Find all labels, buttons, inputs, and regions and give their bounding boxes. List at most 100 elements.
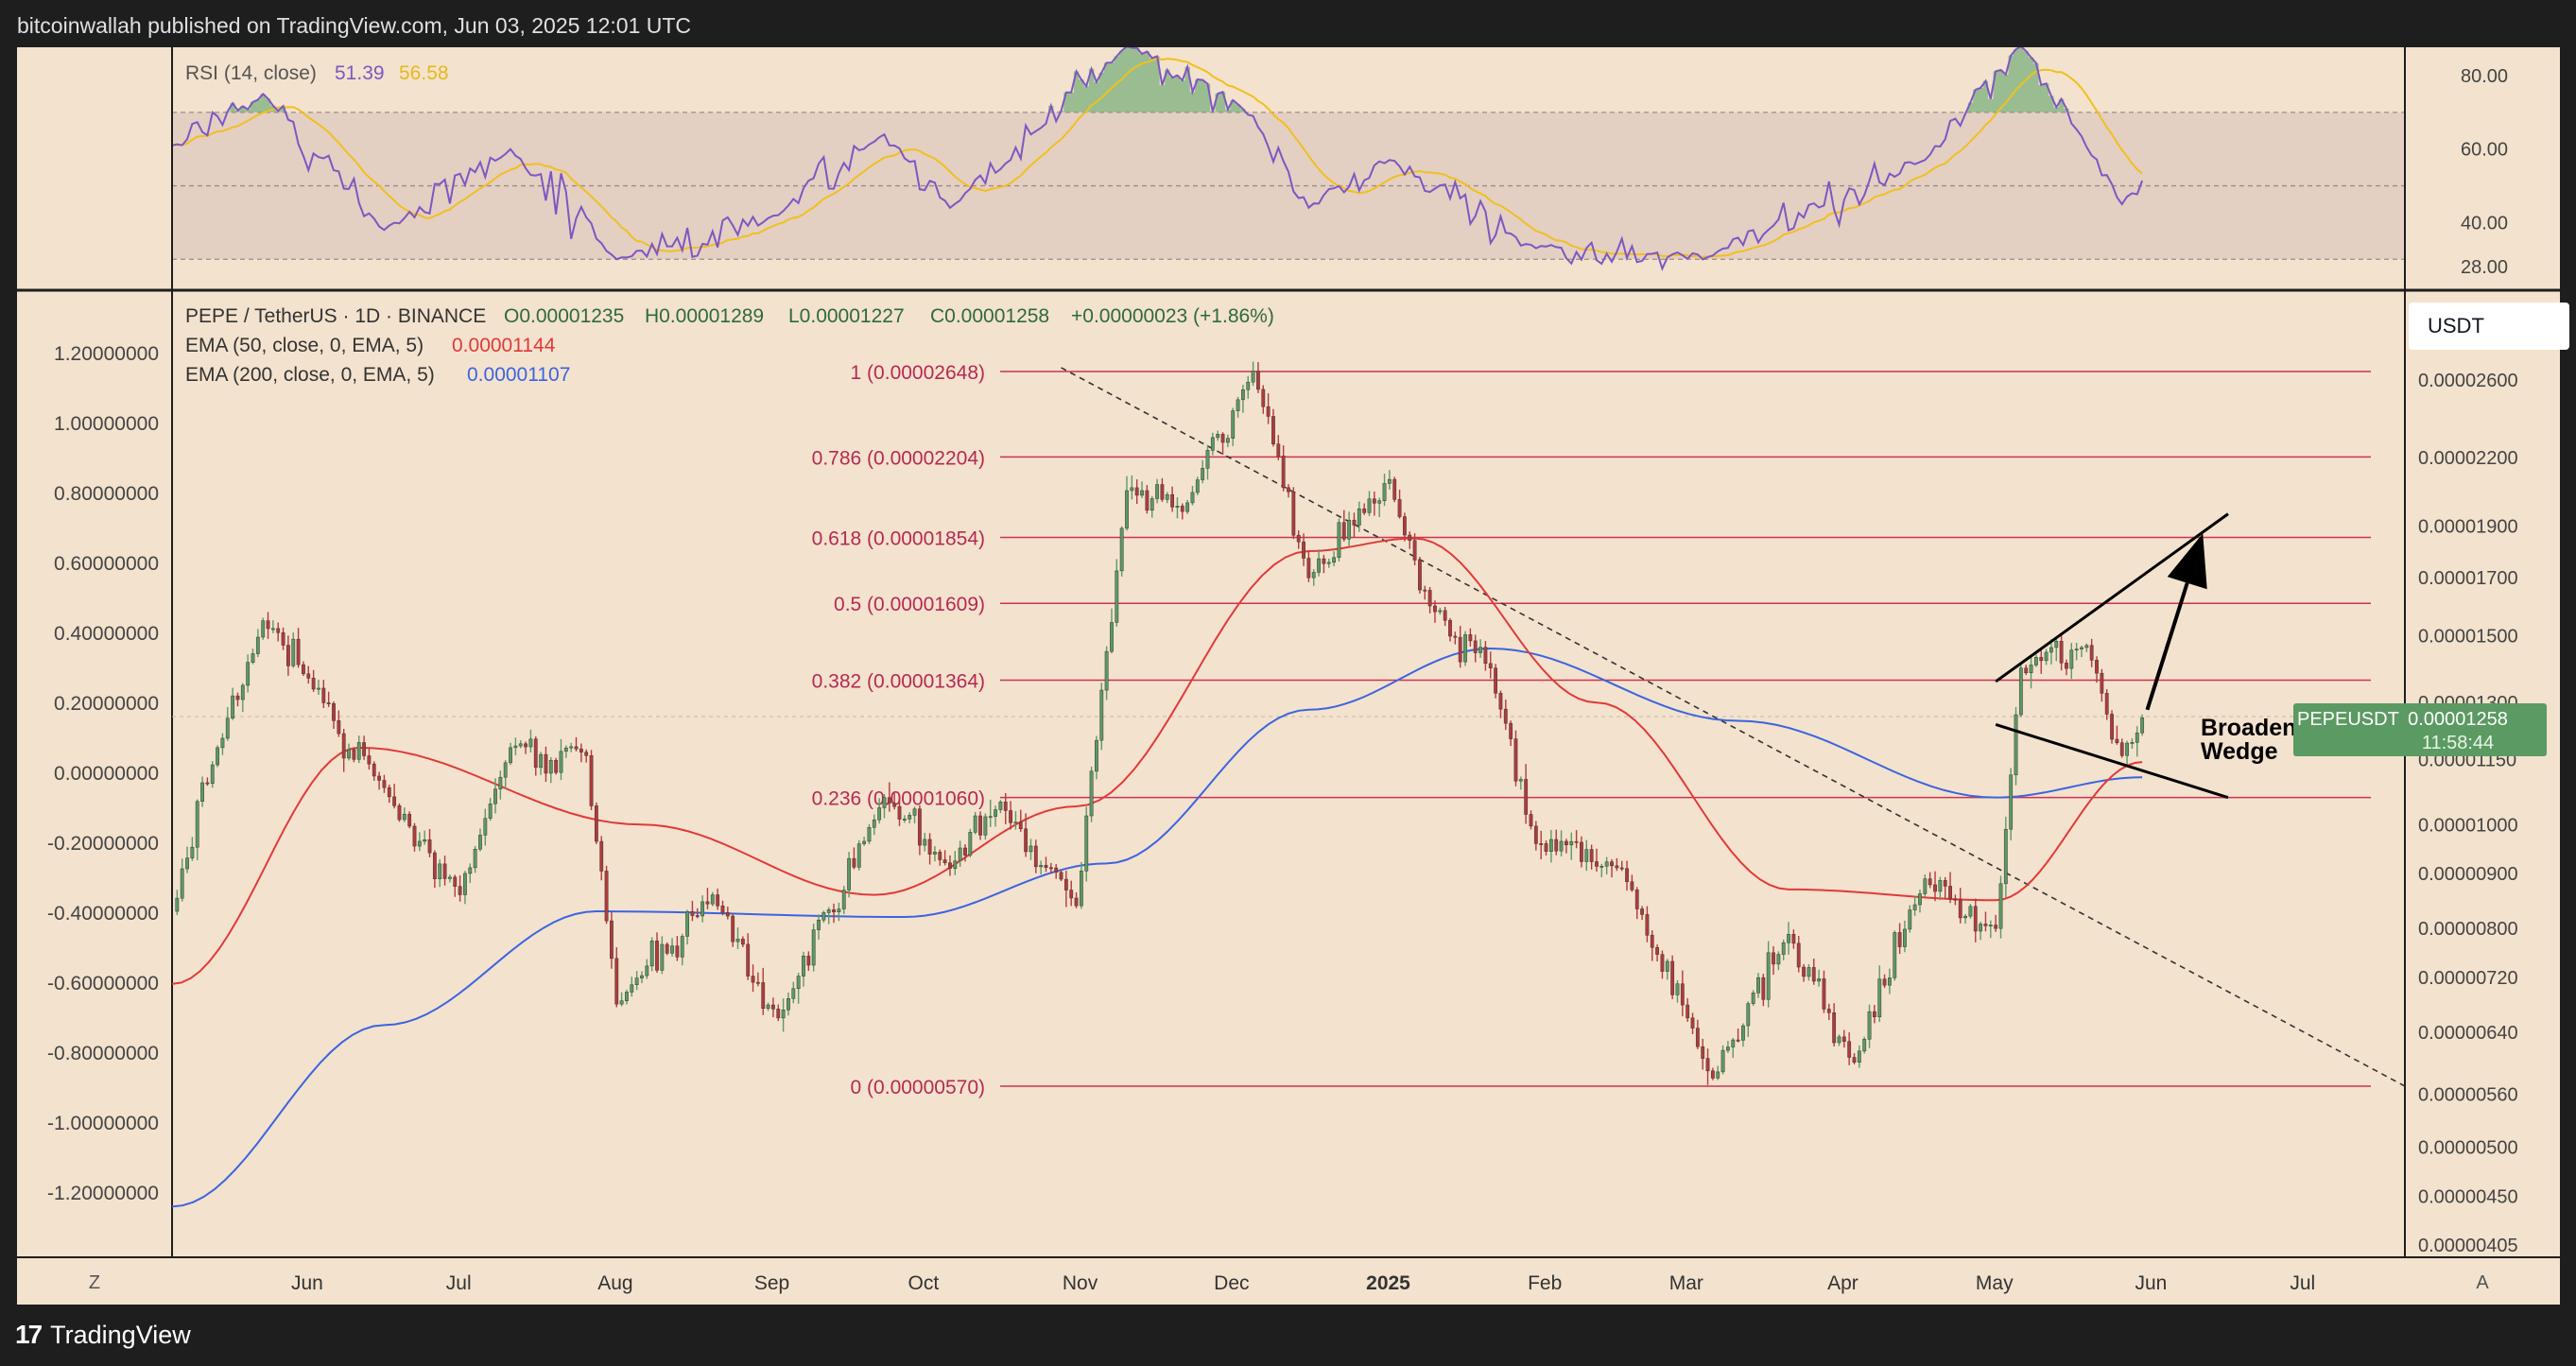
candle-up [735,939,740,942]
candle-up [1963,915,1967,919]
candle-up [423,839,427,842]
candle-up [483,818,488,836]
fib-level-label: 0.786 (0.00002204) [812,447,985,469]
candle-down [1468,634,1473,642]
candle-down [524,743,527,748]
candle-up [1817,978,1822,982]
left-axis-tick: -1.20000000 [47,1183,159,1204]
candle-down [1953,898,1958,901]
candle-up [1569,840,1574,846]
candle-up [1332,557,1337,563]
candle-down [1074,897,1079,907]
fib-level-label: 1 (0.00002648) [851,362,985,384]
candle-down [1024,828,1029,853]
candle-up [1155,484,1159,499]
candle-up [1720,1049,1725,1073]
candle-down [1433,605,1437,613]
candle-up [811,929,816,966]
currency-label: USDT [2428,314,2484,337]
wedge-label: Wedge [2201,738,2278,765]
candle-up [1251,371,1255,383]
candle-up [1979,924,1983,932]
candle-down [442,863,447,879]
candle-down [1595,861,1599,867]
candle-up [640,975,644,978]
currency-selector[interactable]: USDT [2409,303,2569,350]
ema200-legend-label: EMA (200, close, 0, EMA, 5) [185,364,435,386]
candle-down [1580,841,1583,862]
candle-up [817,919,821,930]
candle-down [1291,491,1296,536]
candle-down [2024,667,2029,674]
candle-up [2069,649,2074,669]
wedge-lower-line[interactable] [1995,723,2229,800]
candle-up [856,843,861,868]
candle-down [751,976,755,983]
candle-down [337,720,341,735]
candle-down [1403,516,1407,536]
time-axis-label: Sep [754,1272,789,1294]
candle-down [2065,663,2068,669]
chart-frame[interactable]: RSI (14, close) 51.39 56.58 80.00 60.00 40… [17,44,2569,1305]
candle-down [1660,954,1665,972]
candle-up [2130,742,2135,744]
rsi-axis[interactable]: 80.00 60.00 40.00 28.00 [2461,66,2508,278]
left-axis-tick: -0.20000000 [47,833,159,855]
candle-up [619,1000,624,1005]
candle-down [286,645,290,666]
candle-up [1130,487,1134,492]
candle-down [776,1009,781,1019]
candle-up [1837,1036,1841,1044]
candle-up [700,901,705,917]
candle-down [235,695,240,700]
candle-down [1650,935,1654,948]
candle-up [1766,952,1771,1000]
auto-scale-right-button[interactable]: A [2476,1272,2489,1293]
tradingview-logo[interactable]: 17 TradingView [15,1320,191,1350]
candle-down [1761,977,1766,1000]
projection-arrow[interactable] [2145,533,2207,711]
candle-up [559,751,563,773]
candle-up [1908,909,1912,930]
candle-down [382,780,387,788]
price-axis-tick: 0.00000500 [2418,1137,2518,1158]
candle-up [1029,845,1033,853]
candle-up [251,653,255,663]
price-plot[interactable]: 1 (0.00002648) 0.786 (0.00002204) 0.618 (0… [171,361,2406,1208]
candle-up [2029,665,2033,674]
candle-down [1443,610,1447,621]
candle-up [1119,527,1124,572]
candle-up [175,897,180,912]
candle-down [302,664,305,675]
candle-down [963,847,967,856]
rsi-panel[interactable] [171,44,2405,271]
wedge-upper-line[interactable] [1995,512,2229,683]
candle-up [1095,739,1098,772]
candle-up [1807,967,1811,977]
rsi-ma-value: 56.58 [399,62,449,84]
auto-scale-left-button[interactable]: Z [89,1272,100,1293]
price-axis[interactable]: 0.00002600 0.00002200 0.00001900 0.00001700… [2418,371,2518,1256]
candle-down [1791,934,1796,944]
candle-down [1634,890,1639,909]
rsi-axis-tick: 60.00 [2461,140,2508,161]
candle-up [1240,389,1245,401]
candle-up [1210,437,1215,451]
candles [175,361,2145,1085]
publisher-header: bitcoinwallah published on TradingView.c… [0,0,2576,47]
left-axis[interactable]: 1.20000000 1.00000000 0.80000000 0.60000000… [47,343,159,1204]
candle-up [1559,840,1564,852]
ema200-line [171,647,2143,1208]
left-axis-tick: 0.60000000 [54,553,159,575]
candle-down [1710,1070,1715,1079]
candle-down [1134,487,1139,496]
time-axis-label: Jun [2135,1272,2168,1294]
fib-level-label: 0.5 (0.00001609) [834,594,985,615]
candle-up [1201,468,1205,480]
candle-down [1943,880,1947,887]
candle-up [953,860,958,869]
candle-down [892,803,897,807]
trading-chart[interactable]: RSI (14, close) 51.39 56.58 80.00 60.00 40… [17,44,2560,1305]
candle-up [488,804,493,819]
time-axis[interactable]: Jun Jul Aug Sep Oct Nov Dec 2025 Feb Mar Apr May Jun… [291,1272,2315,1294]
